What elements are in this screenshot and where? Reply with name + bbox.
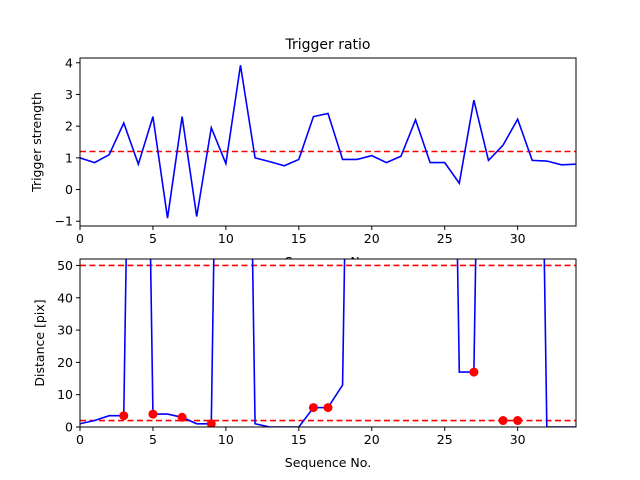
top-x-tick-label: 30 (510, 231, 526, 246)
bottom-x-tick-label: 25 (437, 432, 453, 447)
distance-marker-point (513, 416, 523, 426)
bottom-y-tick-label: 40 (57, 290, 73, 305)
top-x-tick-label: 10 (218, 231, 234, 246)
top-chart-title: Trigger ratio (284, 37, 370, 53)
top-plot-frame (79, 57, 577, 227)
distance-marker-point (308, 403, 318, 413)
bottom-y-tick-label: 10 (57, 387, 73, 402)
distance-marker-point (323, 403, 333, 413)
bottom-y-axis-label: Distance [pix] (32, 299, 47, 386)
top-y-tick-label: −1 (55, 214, 73, 229)
bottom-y-tick-label: 30 (57, 323, 73, 338)
distance-marker-point (469, 367, 479, 377)
bottom-x-tick-label: 0 (76, 432, 84, 447)
top-x-tick-label: 0 (76, 231, 84, 246)
bottom-x-tick-label: 30 (510, 432, 526, 447)
top-y-tick-label: 3 (65, 87, 73, 102)
bottom-x-tick-label: 20 (364, 432, 380, 447)
top-y-tick-label: 2 (65, 119, 73, 134)
bottom-plot-frame (79, 258, 577, 428)
bottom-y-tick-label: 0 (65, 420, 73, 435)
trigger-strength-series-line (80, 65, 576, 219)
bottom-plot-background (80, 259, 576, 427)
top-y-axis-label: Trigger strength (29, 92, 44, 193)
bottom-x-tick-label: 15 (291, 432, 307, 447)
top-y-tick-label: 0 (65, 182, 73, 197)
distance-marker-point (119, 411, 129, 421)
distance-marker-point (498, 416, 508, 426)
top-x-tick-label: 15 (291, 231, 307, 246)
top-y-tick-label: 4 (65, 55, 73, 70)
bottom-x-axis-label: Sequence No. (285, 455, 371, 470)
distance-marker-point (206, 419, 216, 427)
bottom-x-tick-label: 5 (149, 432, 157, 447)
top-x-tick-label: 5 (149, 231, 157, 246)
top-x-tick-label: 25 (437, 231, 453, 246)
top-x-tick-label: 20 (364, 231, 380, 246)
bottom-x-tick-label: 10 (218, 432, 234, 447)
distance-marker-point (177, 412, 187, 422)
distance-marker-point (148, 409, 158, 419)
bottom-y-tick-label: 50 (57, 258, 73, 273)
bottom-y-tick-label: 20 (57, 355, 73, 370)
top-y-tick-label: 1 (65, 150, 73, 165)
distance-panel: 0 5 10 15 20 25 30 0 10 20 30 40 50 Distance [pix] S… (32, 258, 577, 470)
